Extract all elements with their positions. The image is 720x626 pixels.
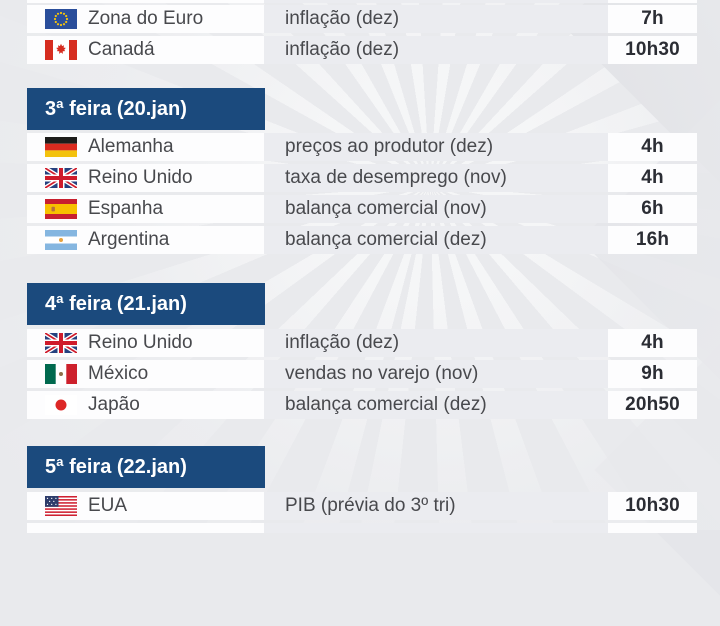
time-label: 4h [641, 167, 664, 188]
indicator-label: PIB (prévia do 3º tri) [285, 495, 456, 516]
table-row: EUA PIB (prévia do 3º tri) 10h30 [27, 492, 697, 520]
flag-spain-icon [45, 199, 77, 219]
time-label: 10h30 [625, 39, 680, 60]
day-header-thursday: 5ª feira (22.jan) [27, 446, 265, 488]
time-label: 20h50 [625, 394, 680, 415]
time-label: 10h30 [625, 495, 680, 516]
table-row: Zona do Euro inflação (dez) 7h [27, 5, 697, 33]
country-label: Reino Unido [88, 332, 193, 353]
economic-calendar-table: Zona do Euro inflação (dez) 7h Canadá in… [27, 0, 697, 533]
time-label: 9h [641, 363, 664, 384]
country-label: Reino Unido [88, 167, 193, 188]
indicator-label: balança comercial (nov) [285, 198, 487, 219]
indicator-label: inflação (dez) [285, 332, 400, 353]
country-label: EUA [88, 495, 128, 516]
indicator-label: inflação (dez) [285, 8, 400, 29]
time-label: 4h [641, 136, 664, 157]
day-header-label: 4ª feira (21.jan) [45, 292, 187, 315]
day-header-wednesday: 4ª feira (21.jan) [27, 283, 265, 325]
day-header-label: 3ª feira (20.jan) [45, 97, 187, 120]
flag-mexico-icon [45, 364, 77, 384]
time-label: 6h [641, 198, 664, 219]
country-label: México [88, 363, 149, 384]
flag-japan-icon [45, 395, 77, 415]
table-row: Reino Unido taxa de desemprego (nov) 4h [27, 164, 697, 192]
time-label: 7h [641, 8, 664, 29]
table-row: México vendas no varejo (nov) 9h [27, 360, 697, 388]
flag-united-kingdom-icon [45, 333, 77, 353]
partial-row-top [27, 0, 697, 3]
table-row: Japão balança comercial (dez) 20h50 [27, 391, 697, 419]
indicator-label: balança comercial (dez) [285, 394, 487, 415]
country-label: Espanha [88, 198, 164, 219]
day-header-label: 5ª feira (22.jan) [45, 455, 187, 478]
table-row: Argentina balança comercial (dez) 16h [27, 226, 697, 254]
country-label: Canadá [88, 39, 155, 60]
country-label: Alemanha [88, 136, 174, 157]
indicator-label: preços ao produtor (dez) [285, 136, 494, 157]
flag-usa-icon [45, 496, 77, 516]
day-header-tuesday: 3ª feira (20.jan) [27, 88, 265, 130]
table-row: Alemanha preços ao produtor (dez) 4h [27, 133, 697, 161]
indicator-label: balança comercial (dez) [285, 229, 487, 250]
flag-argentina-icon [45, 230, 77, 250]
country-label: Argentina [88, 229, 170, 250]
time-label: 4h [641, 332, 664, 353]
country-label: Zona do Euro [88, 8, 204, 29]
flag-european-union-icon [45, 9, 77, 29]
flag-germany-icon [45, 137, 77, 157]
country-label: Japão [88, 394, 140, 415]
indicator-label: taxa de desemprego (nov) [285, 167, 507, 188]
table-row: Canadá inflação (dez) 10h30 [27, 36, 697, 64]
flag-united-kingdom-icon [45, 168, 77, 188]
table-row: Reino Unido inflação (dez) 4h [27, 329, 697, 357]
partial-row-bottom [27, 523, 697, 533]
time-label: 16h [635, 229, 670, 250]
indicator-label: vendas no varejo (nov) [285, 363, 479, 384]
flag-canada-icon [45, 40, 77, 60]
table-row: Espanha balança comercial (nov) 6h [27, 195, 697, 223]
indicator-label: inflação (dez) [285, 39, 400, 60]
